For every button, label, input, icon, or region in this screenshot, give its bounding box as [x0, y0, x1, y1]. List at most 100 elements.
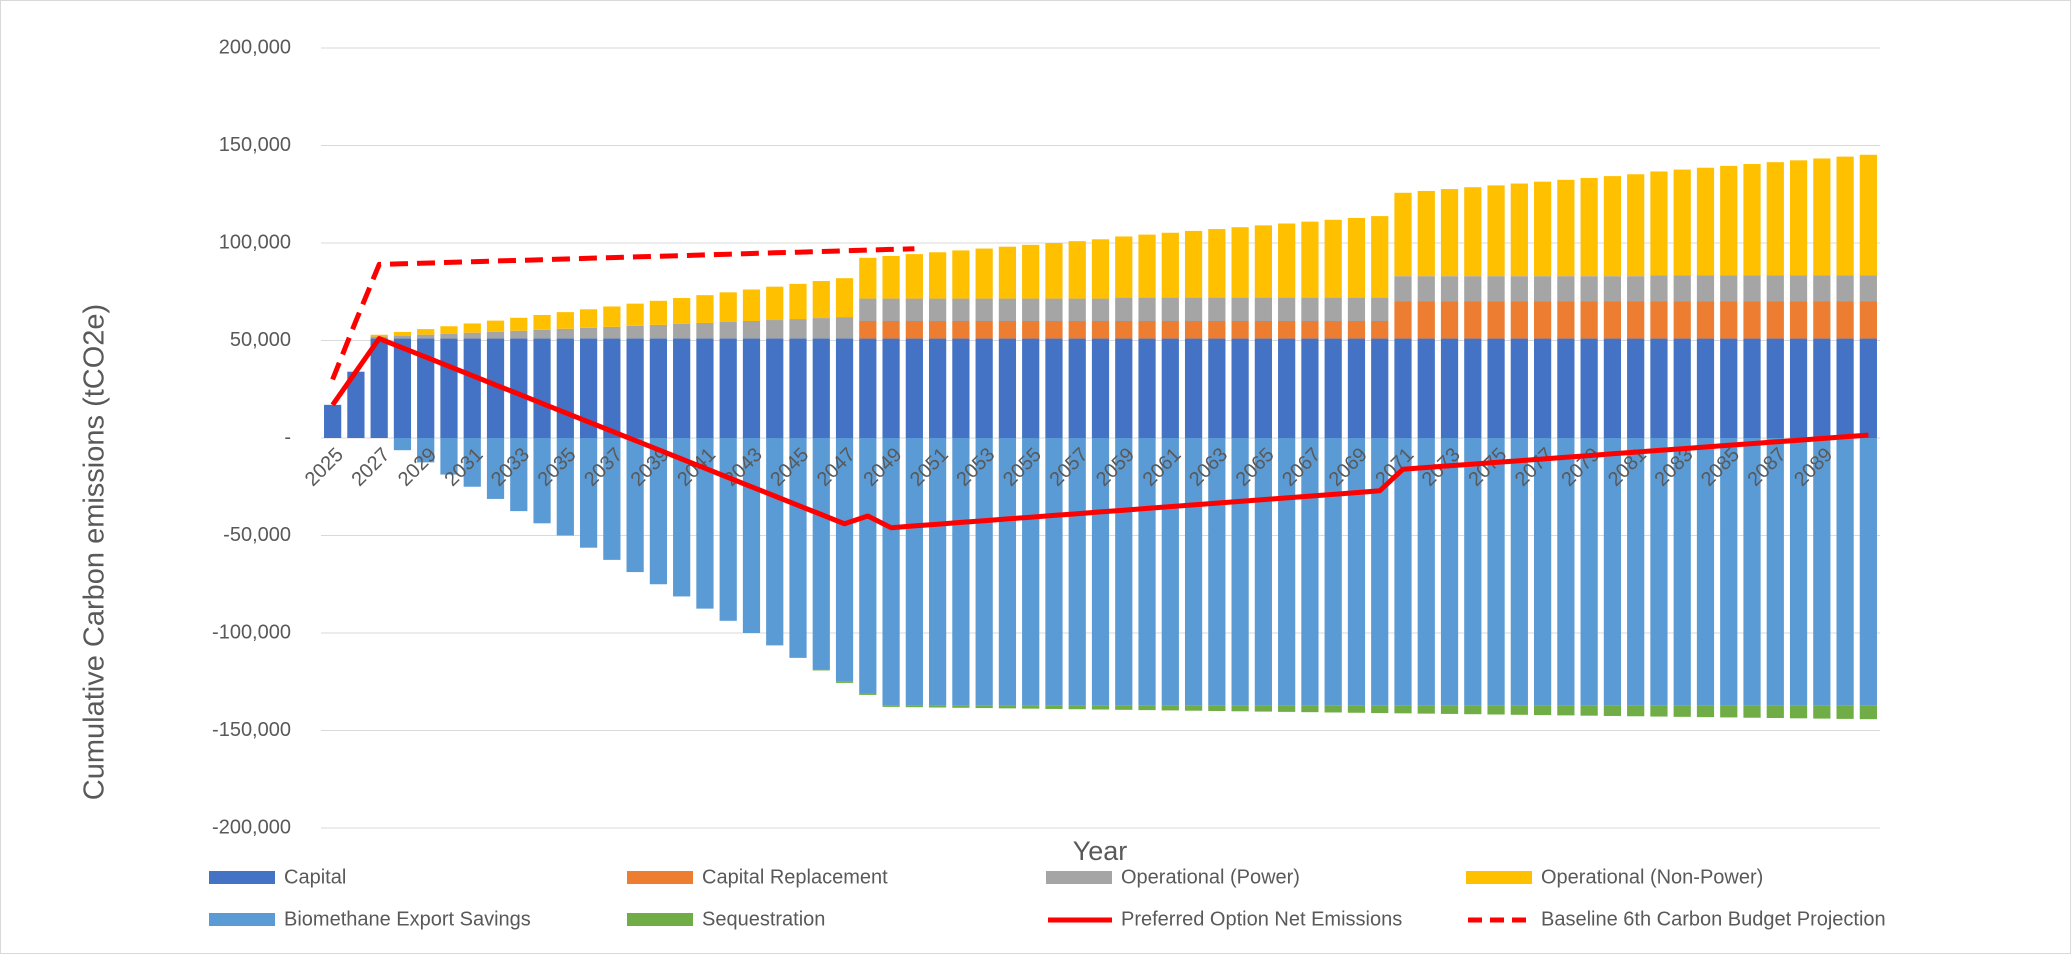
- bar-segment: [1440, 276, 1459, 302]
- bar-segment: [1324, 438, 1342, 706]
- bar-segment: [1301, 221, 1319, 298]
- bar-segment: [1650, 171, 1668, 276]
- bar-segment: [1464, 301, 1482, 339]
- bar-segment: [1859, 438, 1877, 706]
- bar-segment: [929, 252, 947, 299]
- bar-segment: [603, 326, 621, 339]
- bar-segment: [1138, 234, 1156, 298]
- bar-segment: [1487, 338, 1505, 438]
- bar-segment: [1091, 438, 1110, 706]
- bar-segment: [1091, 239, 1110, 299]
- legend-label: Biomethane Export Savings: [284, 908, 531, 930]
- bar-segment: [463, 323, 481, 333]
- bar-segment: [1324, 705, 1342, 713]
- bar-segment: [905, 298, 923, 321]
- bar-segment: [1440, 338, 1459, 438]
- bar-segment: [1440, 705, 1459, 714]
- bar-segment: [882, 298, 900, 321]
- bar-segment: [1789, 160, 1808, 276]
- bar-segment: [859, 438, 877, 694]
- y-tick-label: 100,000: [219, 231, 291, 253]
- bar-segment: [1184, 297, 1203, 321]
- bar-segment: [1022, 705, 1040, 709]
- bar-segment: [1696, 438, 1715, 706]
- bar-segment: [929, 438, 947, 706]
- bar-segment: [1184, 230, 1203, 298]
- bar-segment: [952, 705, 970, 708]
- bar-segment: [1231, 338, 1249, 438]
- bar-segment: [579, 327, 598, 339]
- bar-segment: [696, 295, 714, 323]
- bar-segment: [1254, 297, 1272, 321]
- bar-segment: [952, 321, 970, 339]
- bar-segment: [1161, 232, 1179, 298]
- bar-segment: [486, 338, 505, 438]
- bar-segment: [1394, 438, 1412, 706]
- bar-segment: [882, 321, 900, 339]
- bar-segment: [998, 321, 1017, 339]
- bar-segment: [998, 438, 1017, 706]
- bar-segment: [1417, 705, 1435, 714]
- bar-segment: [1789, 438, 1808, 706]
- bar-segment: [1557, 276, 1575, 302]
- bar-segment: [1813, 275, 1831, 302]
- bar-segment: [1650, 705, 1668, 717]
- bar-segment: [1394, 705, 1412, 714]
- bar-segment: [324, 404, 342, 438]
- y-tick-label: 50,000: [230, 329, 291, 351]
- bar-segment: [1696, 338, 1715, 438]
- y-tick-label: -150,000: [212, 719, 291, 741]
- bar-segment: [603, 306, 621, 327]
- bar-segment: [1743, 438, 1761, 706]
- bar-segment: [1859, 154, 1877, 276]
- bar-segment: [1836, 338, 1854, 438]
- bar-segment: [766, 338, 784, 438]
- bar-segment: [1045, 321, 1063, 339]
- y-axis-title: Cumulative Carbon emissions (tCO2e): [79, 304, 111, 800]
- y-tick-label: 200,000: [219, 36, 291, 58]
- bar-segment: [1138, 705, 1156, 711]
- bar-segment: [1813, 301, 1831, 339]
- bar-segment: [1813, 158, 1831, 276]
- bar-segment: [1045, 705, 1063, 709]
- bar-segment: [975, 338, 993, 438]
- bar-segment: [1115, 321, 1133, 339]
- bar-segment: [1836, 156, 1854, 276]
- bar-segment: [1464, 187, 1482, 277]
- bar-segment: [1510, 183, 1528, 277]
- bar-segment: [1301, 321, 1319, 339]
- bar-segment: [1208, 321, 1226, 339]
- bar-segment: [486, 438, 505, 499]
- bar-segment: [696, 322, 714, 339]
- bar-segment: [510, 338, 528, 438]
- bar-segment: [556, 338, 574, 438]
- bar-segment: [1115, 438, 1133, 706]
- y-tick-label: -100,000: [212, 621, 291, 643]
- bar-segment: [835, 438, 854, 682]
- bar-segment: [556, 328, 574, 339]
- bar-segment: [486, 331, 505, 339]
- bar-segment: [1301, 705, 1319, 713]
- bar-segment: [1464, 338, 1482, 438]
- legend-swatch: [209, 913, 275, 926]
- bar-segment: [1068, 705, 1086, 710]
- bar-segment: [1673, 301, 1691, 339]
- bar-segment: [1091, 321, 1110, 339]
- bar-segment: [1580, 177, 1598, 277]
- x-axis-title: Year: [1073, 836, 1128, 866]
- bar-segment: [1231, 227, 1249, 298]
- bar-segment: [1464, 438, 1482, 706]
- bar-segment: [1347, 438, 1366, 706]
- bar-segment: [1696, 705, 1715, 718]
- bar-segment: [975, 321, 993, 339]
- bar-segment: [929, 705, 947, 708]
- bar-segment: [1766, 338, 1784, 438]
- bar-segment: [1627, 301, 1645, 339]
- bar-segment: [1673, 705, 1691, 717]
- bar-segment: [1138, 438, 1156, 706]
- bar-segment: [742, 289, 761, 321]
- bar-segment: [1068, 241, 1086, 299]
- bar-segment: [1184, 338, 1203, 438]
- bar-segment: [463, 438, 481, 487]
- bar-segment: [1208, 229, 1226, 298]
